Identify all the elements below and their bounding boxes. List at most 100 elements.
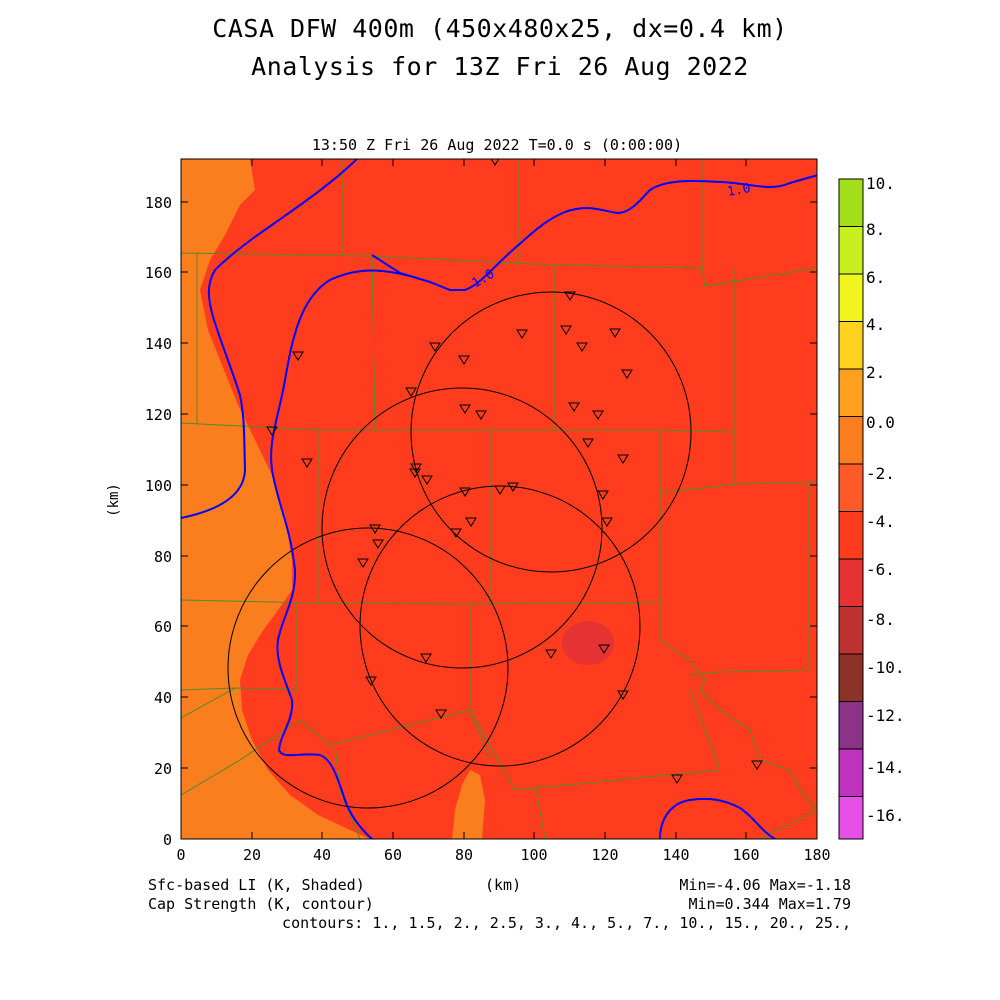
colorbar-label: -6. xyxy=(866,560,895,579)
colorbar-swatch xyxy=(838,701,864,750)
contour-label: 1.0 xyxy=(726,181,752,200)
station-marker xyxy=(429,342,441,352)
station-marker xyxy=(582,438,594,448)
contour-1-west xyxy=(371,174,817,291)
colorbar-swatch xyxy=(838,368,864,417)
x-axis-label: (km) xyxy=(485,876,522,894)
station-marker xyxy=(292,351,304,361)
field-shaded-label: Sfc-based LI (K, Shaded) xyxy=(148,876,365,894)
subtitle: Analysis for 13Z Fri 26 Aug 2022 xyxy=(251,52,749,81)
station-marker xyxy=(357,558,369,568)
x-tick-label: 120 xyxy=(591,846,618,864)
colorbar-swatch xyxy=(838,511,864,560)
station-marker xyxy=(301,458,313,468)
colorbar xyxy=(838,178,864,840)
colorbar-swatch xyxy=(838,321,864,370)
colorbar-label: 8. xyxy=(866,220,886,239)
station-marker xyxy=(266,426,278,436)
y-tick-label: 40 xyxy=(154,689,172,707)
station-marker xyxy=(671,774,683,784)
radar-ring xyxy=(321,387,603,669)
x-tick-label: 0 xyxy=(176,846,185,864)
colorbar-swatch xyxy=(838,416,864,465)
shaded-stats: Min=-4.06 Max=-1.18 xyxy=(679,876,851,894)
x-tick-label: 180 xyxy=(803,846,830,864)
time-label: 13:50 Z Fri 26 Aug 2022 T=0.0 s (0:00:00… xyxy=(312,136,682,154)
station-marker xyxy=(601,517,613,527)
x-axis xyxy=(180,159,818,839)
station-marker xyxy=(617,690,629,700)
station-marker xyxy=(751,760,763,770)
colorbar-label: -16. xyxy=(866,806,905,825)
colorbar-label: 4. xyxy=(866,315,886,334)
station-marker xyxy=(435,709,447,719)
plot-frame xyxy=(180,158,818,840)
station-marker xyxy=(458,355,470,365)
colorbar-swatch xyxy=(838,226,864,275)
station-marker xyxy=(617,454,629,464)
station-marker xyxy=(450,528,462,538)
colorbar-label: -8. xyxy=(866,610,895,629)
y-tick-label: 120 xyxy=(145,406,172,424)
county-lines xyxy=(181,159,817,839)
contour-1-south xyxy=(659,797,776,839)
x-tick-label: 40 xyxy=(313,846,331,864)
station-marker xyxy=(369,524,381,534)
station-markers xyxy=(266,159,763,784)
colorbar-swatch xyxy=(838,653,864,702)
contour-levels: contours: 1., 1.5, 2., 2.5, 3., 4., 5., … xyxy=(282,914,851,932)
station-marker xyxy=(475,410,487,420)
station-marker xyxy=(507,482,519,492)
x-tick-label: 140 xyxy=(662,846,689,864)
y-axis xyxy=(181,201,817,840)
station-marker xyxy=(609,328,621,338)
colorbar-label: -10. xyxy=(866,658,905,677)
contour-1-ring xyxy=(270,269,411,839)
station-marker xyxy=(564,291,576,301)
station-marker xyxy=(459,404,471,414)
colorbar-swatch xyxy=(838,273,864,322)
station-marker xyxy=(459,487,471,497)
y-tick-label: 180 xyxy=(145,194,172,212)
station-marker xyxy=(560,325,572,335)
station-marker xyxy=(405,387,417,397)
station-marker xyxy=(621,369,633,379)
station-marker xyxy=(465,517,477,527)
y-tick-label: 160 xyxy=(145,264,172,282)
station-marker xyxy=(597,490,609,500)
main-title: CASA DFW 400m (450x480x25, dx=0.4 km) xyxy=(212,14,788,43)
y-tick-label: 140 xyxy=(145,335,172,353)
station-marker xyxy=(576,342,588,352)
station-marker xyxy=(410,463,422,473)
colorbar-swatch xyxy=(838,463,864,512)
y-tick-label: 0 xyxy=(163,831,172,849)
li-shade-south xyxy=(452,770,485,839)
colorbar-swatch xyxy=(838,748,864,797)
colorbar-swatch xyxy=(838,558,864,607)
colorbar-label: 2. xyxy=(866,363,886,382)
station-marker xyxy=(592,410,604,420)
station-marker xyxy=(545,649,557,659)
colorbar-label: -2. xyxy=(866,464,895,483)
colorbar-label: -14. xyxy=(866,758,905,777)
colorbar-swatch xyxy=(838,796,864,840)
colorbar-label: 0.0 xyxy=(866,413,895,432)
colorbar-label: 6. xyxy=(866,268,886,287)
station-marker xyxy=(365,676,377,686)
y-tick-label: 20 xyxy=(154,760,172,778)
li-shade-min xyxy=(562,621,614,665)
field-contour-label: Cap Strength (K, contour) xyxy=(148,895,374,913)
x-tick-label: 60 xyxy=(384,846,402,864)
station-marker xyxy=(372,539,384,549)
contour-1-main xyxy=(181,159,358,519)
cap-contours xyxy=(181,159,817,839)
y-axis-label: (km) xyxy=(106,483,122,517)
colorbar-label: 10. xyxy=(866,174,895,193)
x-tick-label: 80 xyxy=(455,846,473,864)
radar-ring xyxy=(410,291,692,573)
station-marker xyxy=(598,644,610,654)
y-tick-label: 100 xyxy=(145,477,172,495)
y-tick-label: 80 xyxy=(154,548,172,566)
station-marker xyxy=(568,402,580,412)
